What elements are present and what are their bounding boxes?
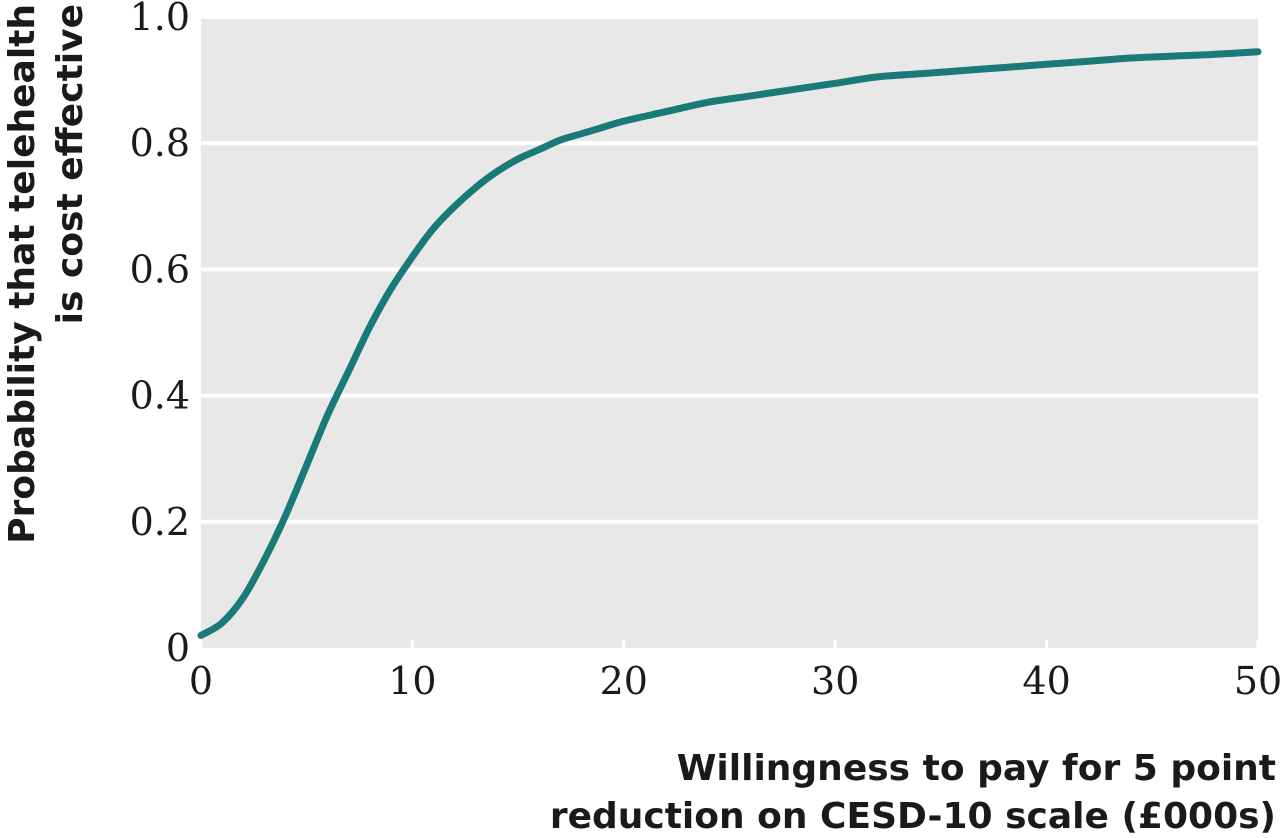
y-axis-ticks: 0 0.2 0.4 0.6 0.8 1.0 bbox=[130, 0, 190, 670]
y-tick-label: 0 bbox=[166, 626, 190, 670]
series-line-0 bbox=[197, 48, 1262, 639]
plot-background bbox=[201, 17, 1258, 648]
x-tick-label: 30 bbox=[811, 659, 859, 703]
y-tick-label: 0.4 bbox=[130, 374, 190, 418]
x-axis-title-line-2: reduction on CESD-10 scale (£000s) bbox=[550, 796, 1276, 837]
series-layer bbox=[197, 48, 1262, 639]
x-axis-ticks: 0 10 20 30 40 50 bbox=[189, 640, 1280, 703]
x-axis-title-line-1: Willingness to pay for 5 point bbox=[677, 748, 1276, 789]
y-tick-label: 0.2 bbox=[130, 500, 190, 544]
gridlines bbox=[201, 15, 1258, 524]
x-tick-label: 20 bbox=[600, 659, 648, 703]
x-tick-label: 40 bbox=[1022, 659, 1070, 703]
x-tick-label: 10 bbox=[388, 659, 436, 703]
y-axis-title-line-2: is cost effective bbox=[50, 4, 91, 324]
y-tick-label: 0.8 bbox=[130, 121, 190, 165]
y-tick-label: 1.0 bbox=[130, 0, 190, 39]
y-tick-label: 0.6 bbox=[130, 247, 190, 291]
y-axis-title-line-1: Probability that telehealth bbox=[2, 4, 43, 544]
x-tick-label: 0 bbox=[189, 659, 213, 703]
x-tick-label: 50 bbox=[1234, 659, 1280, 703]
